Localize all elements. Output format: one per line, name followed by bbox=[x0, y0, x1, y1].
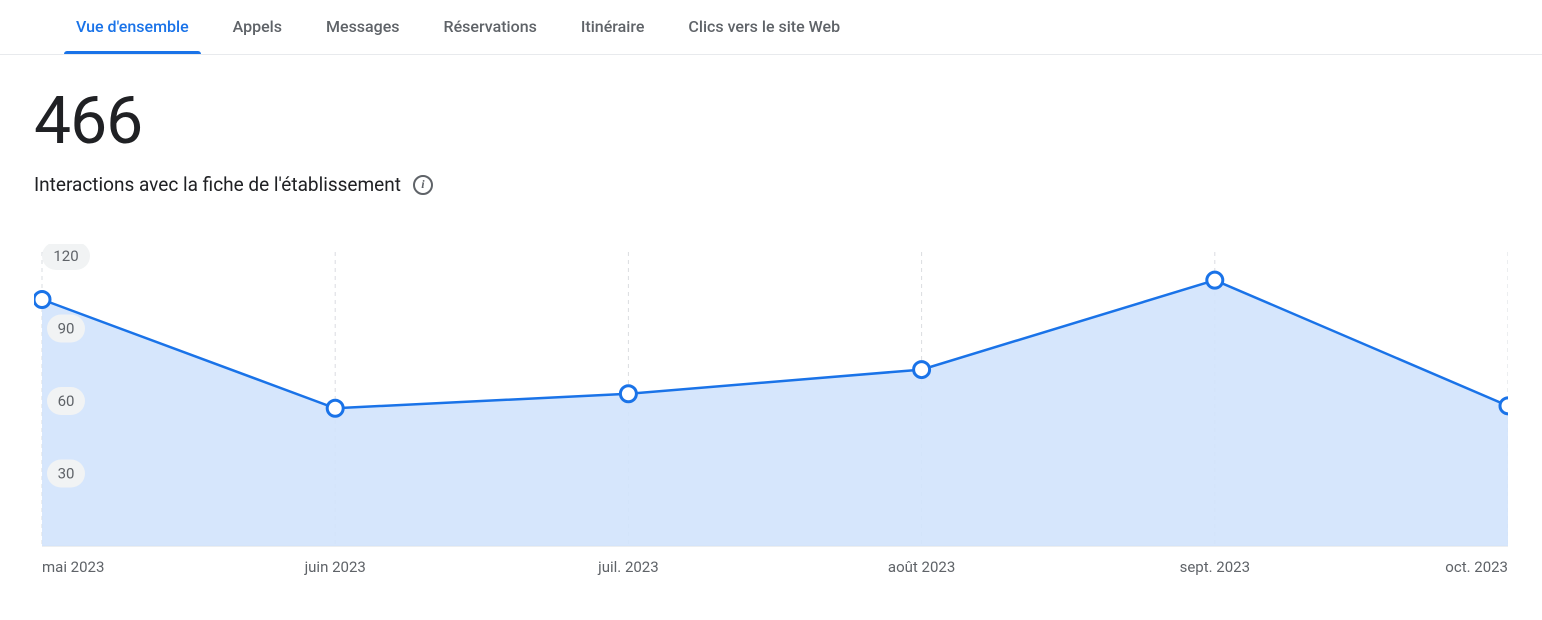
tab-0[interactable]: Vue d'ensemble bbox=[54, 0, 211, 54]
chart-marker[interactable] bbox=[620, 386, 636, 402]
x-axis-label: mai 2023 bbox=[42, 558, 104, 576]
metric-subtitle-row: Interactions avec la fiche de l'établiss… bbox=[34, 173, 1508, 196]
chart-marker[interactable] bbox=[1500, 398, 1508, 414]
info-icon[interactable]: i bbox=[413, 175, 433, 195]
x-axis-label: sept. 2023 bbox=[1180, 558, 1250, 576]
x-axis-label: juil. 2023 bbox=[597, 558, 659, 576]
interactions-chart: mai 2023 juin 2023 juil. 2023 août 2023 sept… bbox=[34, 244, 1508, 584]
y-axis-label: 90 bbox=[58, 320, 75, 338]
tabs-bar: Vue d'ensembleAppelsMessagesRéservations… bbox=[0, 0, 1542, 55]
chart-svg: mai 2023 juin 2023 juil. 2023 août 2023 sept… bbox=[34, 244, 1508, 584]
y-axis-label: 30 bbox=[58, 465, 75, 483]
chart-marker[interactable] bbox=[327, 400, 343, 416]
tab-5[interactable]: Clics vers le site Web bbox=[666, 0, 862, 54]
chart-marker[interactable] bbox=[914, 362, 930, 378]
chart-marker[interactable] bbox=[34, 292, 50, 308]
metric-label: Interactions avec la fiche de l'établiss… bbox=[34, 173, 401, 196]
x-axis-label: août 2023 bbox=[888, 558, 955, 576]
chart-marker[interactable] bbox=[1207, 272, 1223, 288]
y-axis-label: 120 bbox=[53, 247, 78, 265]
tab-1[interactable]: Appels bbox=[211, 0, 304, 54]
tab-4[interactable]: Itinéraire bbox=[559, 0, 667, 54]
main-content: 466 Interactions avec la fiche de l'étab… bbox=[0, 55, 1542, 584]
x-axis-label: juin 2023 bbox=[304, 558, 366, 576]
tab-2[interactable]: Messages bbox=[304, 0, 422, 54]
metric-value: 466 bbox=[34, 89, 1508, 155]
tab-3[interactable]: Réservations bbox=[422, 0, 559, 54]
y-axis-label: 60 bbox=[58, 392, 75, 410]
x-axis-label: oct. 2023 bbox=[1445, 558, 1508, 576]
